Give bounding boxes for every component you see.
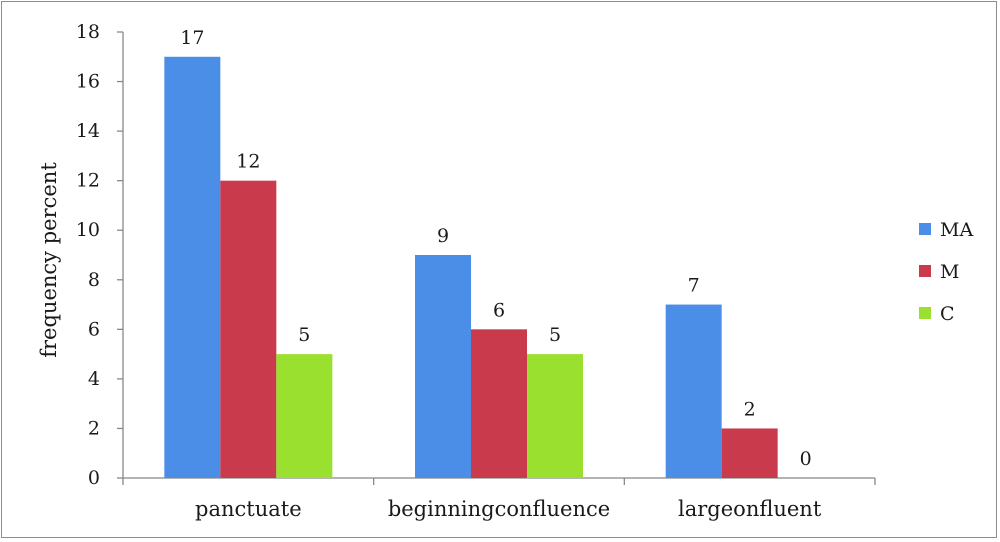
y-tick-label: 14 bbox=[76, 120, 100, 142]
data-labels: 17 12 5 9 6 5 7 2 0 bbox=[180, 27, 811, 470]
y-tick-label: 16 bbox=[76, 71, 100, 93]
bars bbox=[164, 56, 778, 479]
data-label: 9 bbox=[437, 225, 449, 247]
y-tick-label: 2 bbox=[88, 417, 100, 439]
data-label: 17 bbox=[180, 27, 204, 49]
data-label: 2 bbox=[744, 398, 756, 420]
bar-m bbox=[471, 329, 527, 478]
x-tick-label: beginningconfluence bbox=[388, 497, 610, 521]
bar-ma bbox=[164, 56, 221, 479]
data-label: 5 bbox=[298, 324, 310, 346]
axes: 0 2 4 6 8 10 12 14 16 18 panctuate beginningconflue… bbox=[76, 21, 876, 521]
bar-m bbox=[220, 180, 277, 478]
data-label: 6 bbox=[493, 299, 505, 321]
x-tick-label: panctuate bbox=[195, 497, 302, 521]
y-tick-label: 8 bbox=[88, 269, 100, 291]
bar-ma bbox=[415, 255, 471, 478]
bar-c bbox=[527, 354, 583, 478]
legend-label: C bbox=[940, 303, 955, 325]
y-tick-label: 18 bbox=[76, 21, 100, 43]
x-tick-label: largeonfluent bbox=[678, 497, 822, 521]
data-label: 0 bbox=[800, 448, 812, 470]
legend: MA MC bbox=[919, 219, 973, 325]
y-tick-label: 12 bbox=[76, 170, 100, 192]
bar-ma bbox=[665, 304, 722, 478]
data-label: 7 bbox=[688, 275, 700, 297]
legend-label: MA bbox=[940, 219, 973, 241]
y-tick-label: 6 bbox=[88, 318, 100, 340]
y-tick-label: 10 bbox=[76, 219, 100, 241]
data-label: 5 bbox=[549, 324, 561, 346]
y-axis-title: frequency percent bbox=[37, 162, 61, 358]
legend-label: M bbox=[940, 261, 959, 283]
legend-swatch-m bbox=[919, 265, 931, 277]
y-tick-label: 4 bbox=[88, 368, 100, 390]
y-tick-label: 0 bbox=[88, 467, 100, 489]
bar-m bbox=[721, 428, 778, 478]
legend-swatch-ma bbox=[919, 223, 931, 235]
legend-swatch-c bbox=[919, 307, 931, 319]
bar-c bbox=[276, 354, 333, 478]
data-label: 12 bbox=[236, 151, 260, 173]
